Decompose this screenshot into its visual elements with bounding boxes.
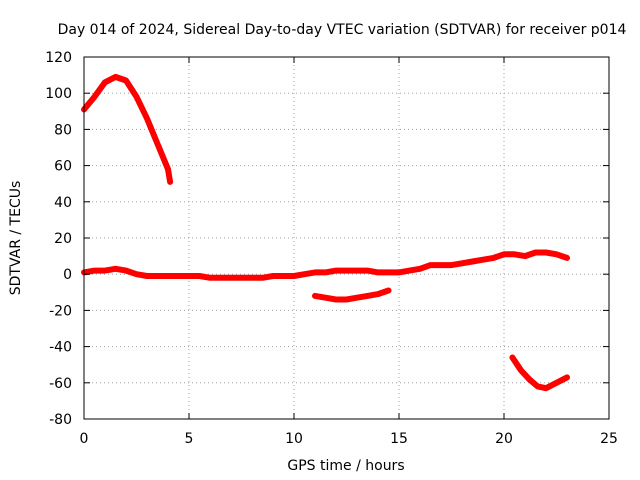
- y-tick-label: 40: [54, 195, 72, 211]
- y-tick-label: -40: [49, 340, 72, 356]
- y-tick-label: 120: [45, 50, 72, 66]
- x-axis-label: GPS time / hours: [287, 458, 404, 474]
- x-tick-label: 5: [185, 431, 194, 447]
- y-tick-label: -60: [49, 376, 72, 392]
- y-tick-label: 80: [54, 122, 72, 138]
- x-tick-label: 15: [390, 431, 408, 447]
- series-line-arc-1: [81, 73, 174, 185]
- y-tick-label: 60: [54, 159, 72, 175]
- series-line-arc-4: [509, 354, 570, 392]
- x-tick-label: 0: [80, 431, 89, 447]
- x-tick-label: 10: [285, 431, 303, 447]
- x-tick-label: 20: [495, 431, 513, 447]
- y-tick-label: -20: [49, 303, 72, 319]
- y-axis-label: SDTVAR / TECUs: [8, 181, 24, 296]
- series-line-arc-2: [81, 249, 570, 281]
- y-tick-label: 20: [54, 231, 72, 247]
- plot-frame: [83, 56, 610, 420]
- y-tick-label: 100: [45, 86, 72, 102]
- series-line-arc-3: [312, 287, 392, 303]
- data-series: [81, 73, 570, 392]
- y-tick-label: 0: [63, 267, 72, 283]
- axis-ticks: 0 5 10 15 20 25 -80 -60 -40 -20 0 20 40 60 80 100 120: [45, 50, 618, 447]
- y-tick-label: -80: [49, 412, 72, 428]
- x-tick-label: 25: [600, 431, 618, 447]
- chart-title: Day 014 of 2024, Sidereal Day-to-day VTE…: [58, 22, 627, 38]
- grid-lines: [84, 57, 609, 419]
